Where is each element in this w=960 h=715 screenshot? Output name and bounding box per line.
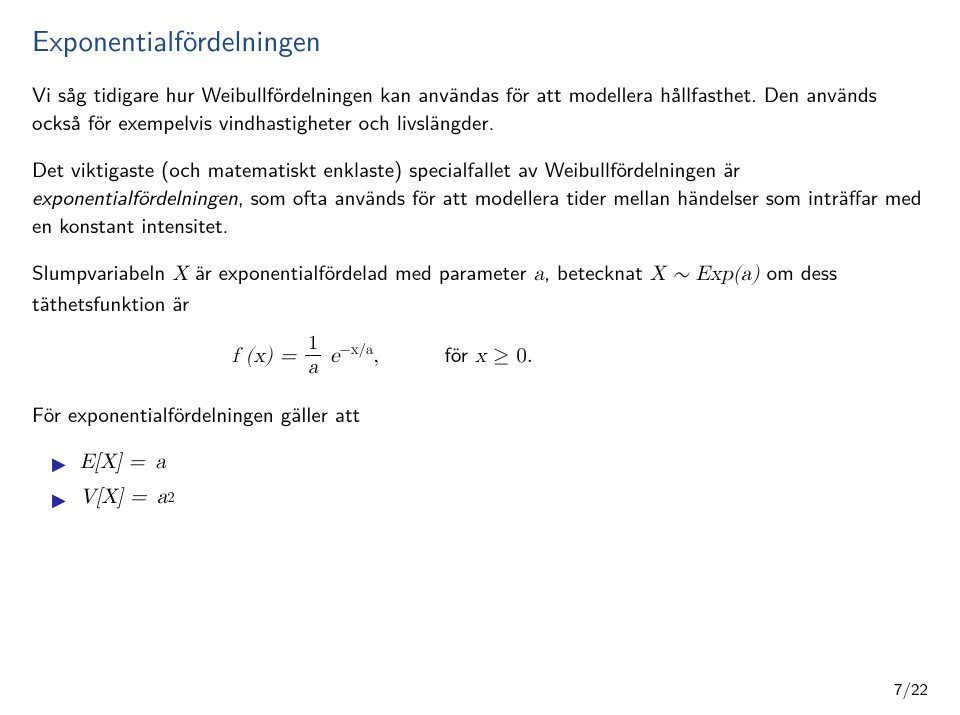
triangle-icon: ▶: [52, 485, 66, 512]
p2-pre: Det viktigaste (och matematiskt enklaste…: [32, 154, 740, 184]
paragraph-2: Det viktigaste (och matematiskt enklaste…: [32, 155, 928, 240]
secondary-statement: För exponentialfördelningen gäller att: [32, 400, 928, 428]
frac-den: a: [305, 357, 321, 378]
triangle-icon: ▶: [52, 449, 66, 476]
moments-list: ▶ E[X] = a ▶ V[X] = a2: [52, 447, 928, 514]
formula-condition-rel: ≥ 0.: [486, 346, 533, 367]
slide: Exponentialfördelningen Vi såg tidigare …: [0, 0, 960, 715]
density-formula: f (x) = 1 a e−x/a, för x ≥ 0.: [32, 335, 928, 380]
p3-mid2: , betecknat: [544, 257, 650, 287]
p3-mid1: är exponentialfördelad med parameter: [188, 257, 534, 287]
formula-fraction: 1 a: [305, 333, 321, 378]
list-item: ▶ V[X] = a2: [52, 482, 928, 514]
formula-lhs: f (x) =: [232, 346, 303, 367]
p2-term: exponentialfördelningen: [32, 182, 238, 212]
formula-comma: ,: [373, 346, 379, 367]
formula-exponent: −x/a: [339, 342, 373, 357]
paragraph-3: Slumpvariabeln X är exponentialfördelad …: [32, 258, 928, 318]
bullet-2-lhs: V[X] =: [80, 482, 147, 514]
formula-condition-prefix: för: [444, 339, 475, 369]
p3-pre: Slumpvariabeln: [32, 257, 172, 287]
formula-condition-var: x: [475, 346, 486, 367]
p3-var-a: a: [534, 264, 545, 285]
frac-bar: [305, 355, 321, 356]
bullet-2-rhs: a: [157, 482, 168, 514]
paragraph-1: Vi såg tidigare hur Weibullfördelningen …: [32, 80, 928, 137]
slide-title: Exponentialfördelningen: [32, 18, 928, 60]
p3-var-X: X: [172, 264, 188, 285]
bullet-2-exp: 2: [167, 487, 174, 509]
bullet-1-rhs: a: [155, 447, 166, 479]
list-item: ▶ E[X] = a: [52, 447, 928, 479]
page-number: 7/22: [894, 676, 928, 701]
bullet-1-lhs: E[X] =: [80, 447, 145, 479]
p3-relation: X ∼ Exp(a): [650, 264, 760, 285]
frac-num: 1: [305, 333, 321, 354]
